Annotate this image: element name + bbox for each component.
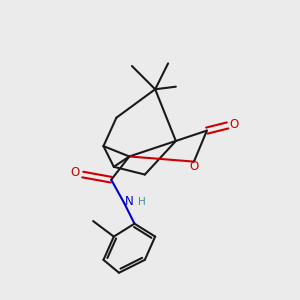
Text: O: O [230,118,238,131]
Text: O: O [190,160,199,173]
Text: O: O [70,166,80,179]
Text: H: H [138,197,146,207]
Text: N: N [124,195,133,208]
